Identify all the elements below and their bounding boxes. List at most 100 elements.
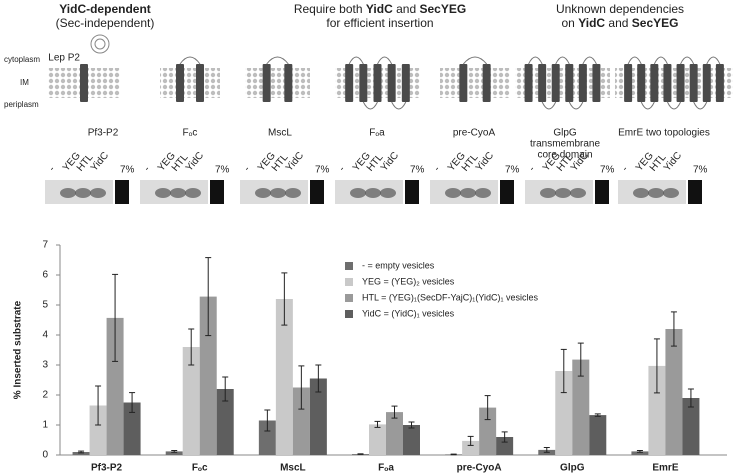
loop [640,101,655,110]
bar [555,371,573,455]
loop [680,56,695,65]
bar [631,451,649,455]
error-bar [112,273,119,362]
gel-standard [210,180,224,204]
lane-label: 7% [410,165,425,176]
error-bar [670,311,677,347]
heading-part: YidC [366,2,393,16]
heading-part: and [393,2,420,16]
group-heading: (Sec-independent) [56,16,155,30]
loop [348,56,364,65]
error-bar [374,420,381,428]
heading-part: on [562,16,579,30]
legend-label: - = empty vesicles [362,260,435,270]
legend-swatch [345,294,353,302]
helix [676,64,685,102]
helix [551,64,560,102]
x-tick-label: Pf3-P2 [91,463,123,474]
gel-band [270,188,286,198]
error-bar [188,328,195,366]
gel-band [475,188,491,198]
protein-label: MscL [268,128,292,139]
gel-band [255,188,271,198]
y-tick-label: 6 [42,270,48,281]
error-bar [560,348,567,394]
gel-band [380,188,396,198]
protein-label: transmembrane [530,139,600,150]
gel-band [445,188,461,198]
lep-label: Lep P2 [48,53,80,64]
gel-band [90,188,106,198]
helix [689,64,698,102]
y-tick-label: 7 [42,240,48,251]
helix [650,64,659,102]
protein-label: EmrE two topologies [618,128,710,139]
helix [715,64,724,102]
error-bar [577,342,584,377]
error-bar [95,385,102,426]
gel-standard [115,180,129,204]
group-heading: for efficient insertion [326,16,433,30]
loop [266,56,289,65]
lane-label: 7% [315,165,330,176]
heading-part: Unknown dependencies [556,2,684,16]
error-bar [467,435,474,446]
gel-band [540,188,556,198]
lane-label: - [527,164,538,174]
x-tick-label: MscL [280,463,306,474]
bar [479,407,497,455]
loop [653,56,668,65]
lane-label: YidC [379,150,401,173]
heading-part: SecYEG [632,16,679,30]
helix [624,64,633,102]
y-tick-label: 0 [42,450,48,461]
legend-swatch [345,262,353,270]
helix [176,64,184,102]
helix [459,64,468,102]
bar [199,296,217,455]
bar [496,437,514,455]
group-heading: YidC-dependent [59,2,151,16]
error-bar [171,450,178,453]
loop [568,101,584,110]
gel-band [633,188,649,198]
bar [182,347,200,455]
loop [391,101,407,110]
helix [284,64,293,102]
legend-swatch [345,278,353,286]
gel-band [350,188,366,198]
helix [702,64,711,102]
error-bar [281,272,288,326]
gel-band [365,188,381,198]
error-bar [636,450,643,453]
lane-label: 7% [600,165,615,176]
helix [196,64,204,102]
legend-swatch [345,310,353,318]
error-bar [484,395,491,421]
bar [648,365,666,455]
y-tick-label: 5 [42,300,48,311]
x-tick-label: Fₒa [378,463,394,474]
error-bar [222,376,229,402]
x-tick-label: GlpG [560,463,585,474]
lane-label: - [432,164,443,174]
bar [682,398,700,455]
loop [179,56,201,65]
lane-label: 7% [120,165,135,176]
helix [538,64,547,102]
legend-label: YidC = (YidC)₁ vesicles [362,308,455,318]
lep-domain [94,38,106,50]
gel-band [570,188,586,198]
loop [362,101,378,110]
y-tick-label: 4 [42,330,48,341]
loop [693,101,708,110]
bar [72,452,90,455]
membrane-side-label: cytoplasm [4,55,40,64]
group-heading: Unknown dependencies [556,2,684,16]
membrane [440,68,510,98]
heading-part: and [605,16,632,30]
helix [578,64,587,102]
gel-band [648,188,664,198]
helix [359,64,368,102]
